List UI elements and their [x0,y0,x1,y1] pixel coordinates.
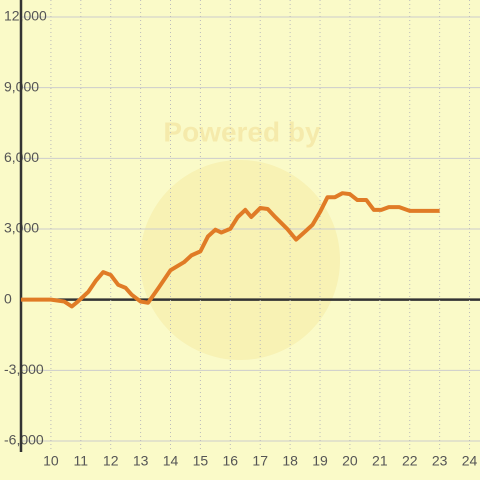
x-tick-label: 21 [372,453,388,469]
x-tick-label: 24 [462,453,478,469]
x-tick-label: 11 [74,453,89,469]
x-tick-label: 14 [163,453,179,469]
x-tick-label: 15 [193,453,209,469]
y-tick-label: -3,000 [4,361,44,377]
y-tick-label: -6,000 [4,432,44,448]
line [21,191,440,309]
x-tick-label: 10 [43,453,59,469]
x-tick-label: 18 [282,453,298,469]
watermark-logo [140,160,340,360]
x-tick-label: 16 [223,453,239,469]
x-tick-label: 23 [432,453,448,469]
y-tick-label: 0 [4,290,12,306]
x-tick-label: 13 [133,453,149,469]
y-tick-label: 12,000 [4,8,47,24]
x-tick-label: 17 [252,453,268,469]
x-tick-label: 12 [103,453,119,469]
x-tick-label: 22 [402,453,418,469]
x-tick-label: 20 [342,453,358,469]
x-tick-label: 19 [312,453,328,469]
watermark: Powered by [163,116,321,147]
